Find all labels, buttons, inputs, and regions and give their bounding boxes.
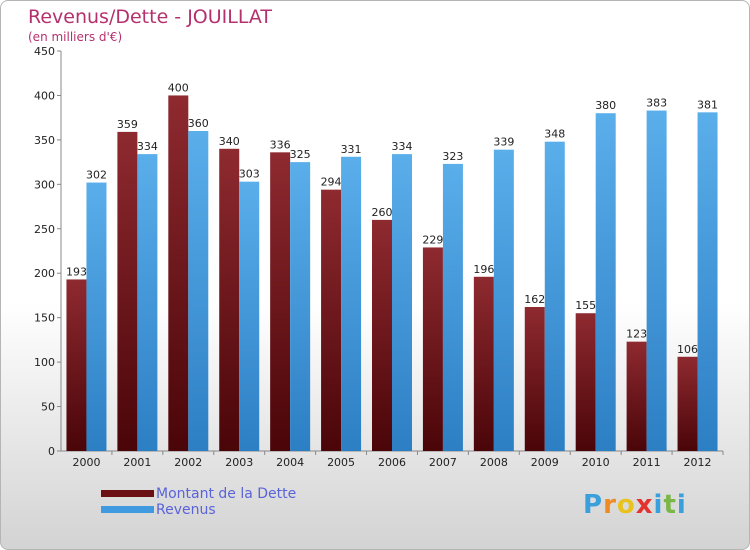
data-label-revenus: 339 [493,136,514,149]
logo-letter: i [653,490,664,520]
data-label-revenus: 303 [239,168,260,181]
bar-revenus [86,182,107,452]
data-label-revenus: 380 [595,99,616,112]
y-tick-label: 0 [48,445,55,458]
proxiti-logo: Proxiti [583,490,687,520]
data-label-revenus: 323 [442,150,463,163]
bar-dette [422,247,443,451]
bar-revenus [392,154,412,451]
data-label-dette: 260 [372,206,393,219]
logo-letter: r [603,490,617,520]
y-tick-label: 150 [34,312,55,325]
bar-revenus [697,112,718,451]
x-tick-label: 2009 [531,456,559,469]
logo-letter: i [676,490,687,520]
data-label-dette: 196 [473,263,494,276]
bar-dette [321,189,342,451]
x-tick-label: 2010 [582,456,610,469]
y-tick-label: 350 [34,134,55,147]
legend-label-revenus: Revenus [156,502,216,518]
y-tick-label: 300 [34,178,55,191]
y-tick-label: 250 [34,223,55,236]
legend-label-dette: Montant de la Dette [156,486,297,502]
logo-letter: x [635,490,654,520]
x-tick-label: 2007 [429,456,457,469]
data-label-revenus: 381 [697,98,718,111]
bar-dette [575,313,596,451]
bar-dette [626,341,647,451]
bar-revenus [442,163,463,451]
x-tick-label: 2003 [225,456,253,469]
bar-revenus [493,149,514,451]
data-label-dette: 193 [66,265,87,278]
data-label-revenus: 325 [290,148,311,161]
logo-letter: t [663,490,677,520]
data-label-revenus: 334 [392,140,413,153]
x-tick-label: 2002 [174,456,202,469]
bar-dette [473,276,494,451]
data-label-dette: 340 [219,135,240,148]
data-label-revenus: 383 [646,97,667,110]
data-label-dette: 162 [524,293,545,306]
data-label-dette: 229 [422,233,443,246]
bar-revenus [239,181,260,451]
data-label-dette: 106 [677,343,698,356]
data-label-dette: 155 [575,299,596,312]
data-label-revenus: 334 [137,140,158,153]
data-label-revenus: 360 [188,117,209,130]
bar-revenus [188,131,209,451]
logo-letter: o [616,490,636,520]
bar-revenus [646,110,667,452]
bar-dette [117,131,138,451]
x-tick-label: 2004 [276,456,304,469]
data-label-dette: 359 [117,118,138,131]
x-tick-label: 2008 [480,456,508,469]
data-label-revenus: 302 [86,169,107,182]
bar-dette [219,148,240,451]
data-label-dette: 400 [168,81,189,94]
bar-revenus [341,156,362,451]
bar-dette [66,279,87,451]
data-label-revenus: 331 [341,143,362,156]
y-tick-label: 100 [34,356,55,369]
data-label-dette: 123 [626,328,647,341]
logo-letter: P [583,490,604,520]
legend-swatch-revenus [101,506,154,513]
x-tick-label: 2006 [378,456,406,469]
chart-subtitle: (en milliers d'€) [28,30,123,44]
x-tick-label: 2000 [72,456,100,469]
y-tick-label: 50 [41,401,55,414]
bar-revenus [544,141,565,451]
x-tick-label: 2012 [684,456,712,469]
data-label-dette: 294 [321,176,342,189]
x-tick-label: 2001 [123,456,151,469]
bar-revenus [595,113,616,451]
legend-swatch-dette [101,490,154,497]
bar-revenus [290,162,311,451]
y-tick-label: 400 [34,89,55,102]
y-tick-label: 450 [34,45,55,58]
bar-dette [270,152,291,452]
data-label-dette: 336 [270,138,291,151]
x-tick-label: 2011 [633,456,661,469]
bar-dette [677,356,698,451]
chart-title: Revenus/Dette - JOUILLAT [28,6,273,28]
data-label-revenus: 348 [544,128,565,141]
bar-dette [524,307,545,451]
y-tick-label: 200 [34,267,55,280]
bar-revenus [137,154,158,451]
x-tick-label: 2005 [327,456,355,469]
bar-dette [168,95,189,451]
bar-dette [372,219,392,451]
